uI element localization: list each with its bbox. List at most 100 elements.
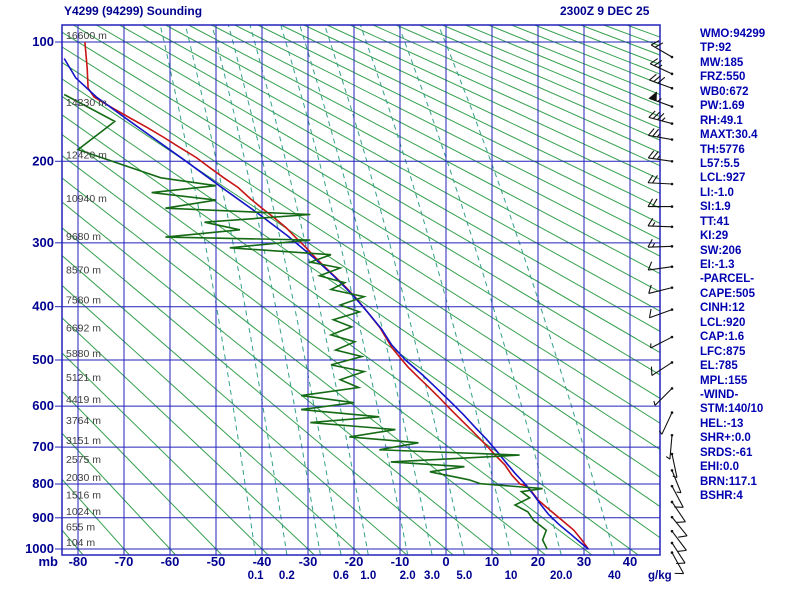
stats-line: TP:92 [700, 42, 732, 55]
wind-barb [647, 261, 674, 271]
stats-line: CAP:1.6 [700, 331, 745, 344]
height-label: 9680 m [66, 231, 101, 243]
pressure-temperature-grid [55, 25, 660, 555]
stats-line: BSHR:4 [700, 490, 743, 502]
wind-barb [649, 73, 674, 90]
wind-barb [670, 551, 685, 575]
mixing-ratio-label: 3.0 [424, 570, 440, 582]
stats-line: TH:5776 [700, 143, 745, 156]
height-label: 6692 m [66, 322, 101, 334]
stats-line: WMO:94299 [700, 28, 766, 40]
pressure-tick-label: 600 [32, 398, 54, 413]
wind-barb [647, 128, 674, 141]
pressure-tick-label: 100 [32, 34, 54, 49]
pressure-tick-label: 500 [32, 352, 54, 367]
stats-line: PW:1.69 [700, 100, 745, 113]
stats-line: EHI:0.0 [700, 461, 739, 474]
mixing-ratio-label: 40 [608, 570, 621, 582]
stats-line: RH:49.1 [700, 114, 743, 127]
stats-line: MW:185 [700, 56, 744, 69]
parcel-curve [63, 58, 590, 550]
temperature-tick-label: -60 [161, 554, 180, 569]
height-label: 16600 m [66, 30, 107, 42]
mixing-ratio-label: 0.1 [248, 570, 265, 582]
height-label: 5121 m [66, 372, 101, 384]
dewpoint-curve [63, 93, 548, 550]
pressure-tick-label: 900 [32, 510, 54, 525]
stats-line: LI:-1.0 [700, 186, 734, 199]
pressure-axis-unit: mb [39, 554, 59, 569]
stats-line: WB0:672 [700, 85, 749, 98]
stats-line: EL:785 [700, 360, 738, 373]
stats-line: KI:29 [700, 230, 729, 243]
height-label: 10940 m [66, 193, 107, 205]
wind-barb [648, 91, 674, 108]
wind-barb [648, 284, 674, 294]
pressure-tick-label: 300 [32, 235, 54, 250]
height-label: 8570 m [66, 264, 101, 276]
stats-line: CAPE:505 [700, 287, 755, 300]
temperature-tick-label: 20 [531, 554, 545, 569]
mixing-ratio-label: 5.0 [456, 570, 472, 582]
wind-barb [670, 529, 687, 552]
mixing-ratio-lines [159, 25, 615, 555]
stats-line: MAXT:30.4 [700, 129, 758, 142]
height-label: 7580 m [66, 295, 101, 307]
stats-line: LFC:875 [700, 345, 746, 358]
chart-datetime: 2300Z 9 DEC 25 [560, 4, 650, 18]
stats-line: MPL:155 [700, 374, 748, 387]
temperature-tick-label: 10 [485, 554, 499, 569]
wind-barb [647, 150, 674, 163]
stats-line: LCL:920 [700, 316, 746, 329]
temperature-tick-label: -70 [115, 554, 134, 569]
stats-line: LCL:927 [700, 172, 746, 185]
wind-barb [670, 469, 682, 494]
pressure-tick-label: 800 [32, 476, 54, 491]
mixing-ratio-label: 20.0 [550, 570, 572, 582]
height-label: 1516 m [66, 489, 101, 501]
wind-barb [650, 335, 674, 349]
wind-barb [647, 198, 674, 208]
temperature-tick-label: 30 [577, 554, 591, 569]
temperature-curve [84, 41, 590, 550]
temperature-tick-label: -80 [69, 554, 88, 569]
stats-line: SI:1.9 [700, 201, 731, 214]
stats-line: SHR+:0.0 [700, 432, 751, 445]
stats-line: SW:206 [700, 244, 742, 257]
stats-line: BRN:117.1 [700, 475, 757, 488]
height-label: 3764 m [66, 415, 101, 427]
stats-line: -PARCEL- [700, 273, 755, 286]
wind-barb [670, 484, 684, 508]
wind-barb [647, 218, 674, 229]
stats-line: CINH:12 [700, 302, 745, 315]
wind-barb [670, 515, 688, 538]
mixing-ratio-label: 0.2 [279, 570, 295, 582]
mixing-ratio-label: 10 [505, 570, 518, 582]
pressure-tick-label: 400 [32, 299, 54, 314]
stats-line: STM:140/10 [700, 403, 764, 416]
height-label: 2575 m [66, 454, 101, 466]
mixing-ratio-unit: g/kg [648, 570, 672, 582]
stats-line: L57:5.5 [700, 157, 740, 170]
wind-barb [665, 433, 674, 460]
wind-barb [653, 387, 674, 406]
stats-line: EI:-1.3 [700, 259, 735, 271]
height-label: 2030 m [66, 472, 101, 484]
height-label: 5880 m [66, 348, 101, 360]
wind-barb [647, 239, 674, 248]
wind-barb [648, 110, 674, 125]
stats-line: SRDS:-61 [700, 446, 753, 459]
temperature-tick-label: 40 [623, 554, 637, 569]
wind-barb [650, 40, 674, 59]
stats-panel: WMO:94299 TP:92 MW:185 FRZ:550 WB0:672 PW:1.6… [700, 27, 800, 503]
temperature-tick-label: -30 [299, 554, 318, 569]
temperature-tick-label: 0 [442, 554, 449, 569]
height-label: 4419 m [66, 394, 101, 406]
plot-frame [61, 24, 661, 556]
mixing-ratio-label: 1.0 [360, 570, 376, 582]
stats-line: HEL:-13 [700, 417, 744, 430]
dry-adiabat-lines [62, 25, 660, 555]
wind-barb [670, 500, 686, 523]
